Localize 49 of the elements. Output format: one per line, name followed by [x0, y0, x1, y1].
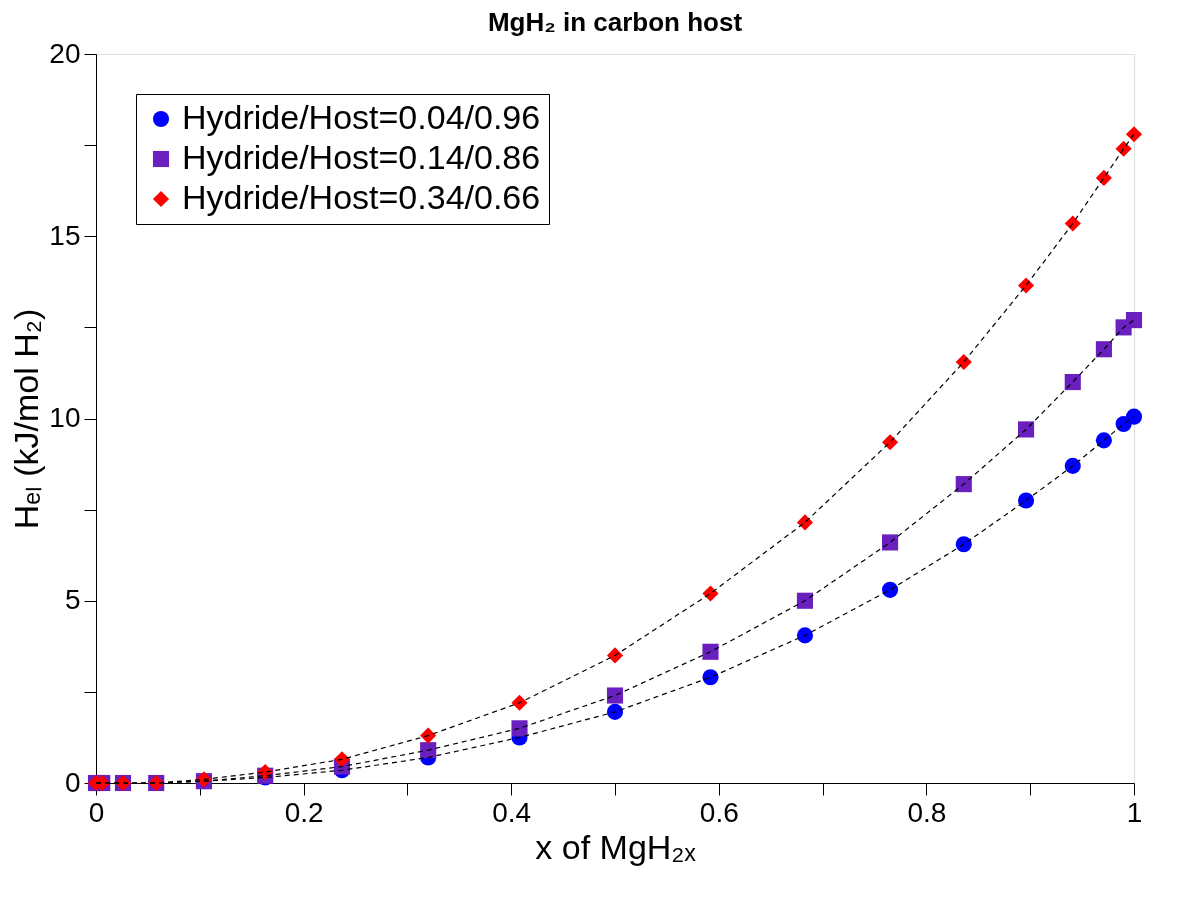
- point: [1064, 215, 1081, 232]
- point: [702, 585, 719, 602]
- point: [955, 536, 972, 553]
- point: [955, 353, 972, 371]
- point: [1017, 421, 1035, 438]
- y-tick-label: 20: [49, 37, 81, 69]
- point: [796, 514, 814, 531]
- y-tick-label: 0: [64, 766, 81, 798]
- x-tick-label: 0.4: [492, 796, 532, 828]
- point: [882, 534, 899, 551]
- point: [606, 687, 624, 704]
- point: [511, 720, 528, 737]
- point: [882, 581, 899, 598]
- point: [606, 647, 624, 664]
- point: [955, 476, 972, 493]
- x-tick-label: 0.6: [699, 796, 739, 828]
- point: [1125, 408, 1143, 425]
- point: [420, 742, 437, 759]
- y-axis-title: Hₑₗ (kJ/mol H₂): [7, 308, 46, 530]
- point: [796, 592, 814, 609]
- x-tick-label: 0: [88, 796, 105, 828]
- point: [1064, 373, 1081, 391]
- legend-label: Hydride/Host=0.14/0.86: [182, 138, 541, 176]
- point: [1095, 341, 1112, 358]
- point: [1115, 140, 1132, 157]
- point: [882, 434, 899, 451]
- point: [1125, 312, 1143, 329]
- y-tick-label: 10: [49, 402, 81, 433]
- point: [1095, 169, 1112, 186]
- legend-label: Hydride/Host=0.34/0.66: [182, 178, 541, 216]
- x-axis-title: x of MgH₂ₓ: [535, 827, 697, 866]
- point: [511, 694, 528, 711]
- y-tick-label: 15: [49, 219, 81, 251]
- point: [1017, 492, 1035, 509]
- point: [1125, 126, 1143, 143]
- y-tick-label: 5: [64, 584, 81, 616]
- point: [702, 669, 719, 686]
- point: [796, 627, 814, 644]
- point: [702, 643, 719, 660]
- point: [1095, 432, 1112, 449]
- point: [606, 703, 624, 720]
- x-tick-label: 0.8: [907, 796, 947, 828]
- point: [1064, 457, 1081, 474]
- x-tick-label: 0.2: [284, 796, 324, 828]
- legend-label: Hydride/Host=0.04/0.96: [182, 98, 541, 136]
- x-tick-label: 1: [1126, 796, 1143, 828]
- point: [1017, 277, 1035, 294]
- point: [420, 727, 437, 744]
- chart-title: MgH₂ in carbon host: [487, 7, 743, 37]
